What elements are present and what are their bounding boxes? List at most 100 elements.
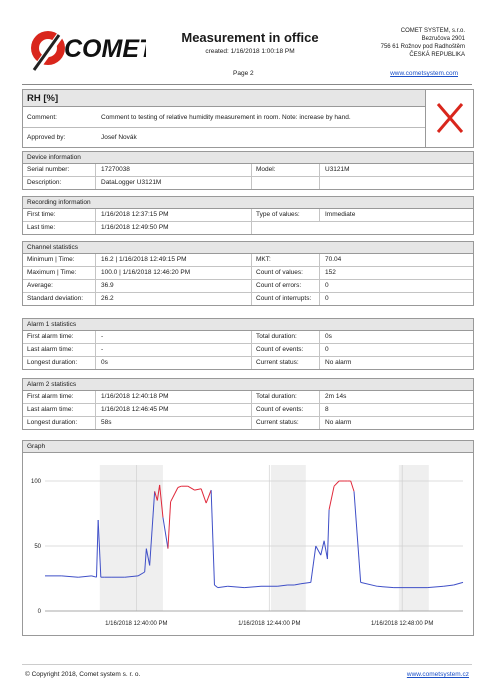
series-segment (162, 517, 169, 549)
series-segment (159, 484, 164, 518)
section-heading: Device information (23, 152, 473, 164)
series-segment (214, 584, 219, 588)
series-segment (200, 488, 207, 504)
series-segment (350, 480, 355, 492)
total-duration-value: 2m 14s (325, 393, 347, 400)
count-events-value: 8 (325, 406, 329, 413)
series-segment (320, 540, 325, 556)
type-of-values-value: Immediate (325, 211, 356, 218)
minimum-value: 16.2 | 1/16/2018 12:49:15 PM (101, 256, 187, 263)
website-link[interactable]: www.cometsystem.com (390, 70, 458, 77)
approved-value: Josef Novák (101, 134, 137, 141)
series-segment (97, 519, 102, 578)
series-segment (294, 583, 301, 586)
maximum-label: Maximum | Time: (27, 269, 77, 276)
series-segment (167, 501, 172, 549)
series-segment (149, 491, 156, 566)
count-events-label: Count of events: (251, 344, 476, 356)
alarm1-statistics-section: Alarm 1 statistics First alarm time: - T… (22, 318, 474, 370)
table-row: Longest duration: 58s Current status: No… (23, 417, 473, 429)
first-alarm-value: 1/16/2018 12:40:18 PM (101, 393, 169, 400)
copyright: © Copyright 2018, Comet system s. r. o. (25, 671, 141, 678)
series-segment (244, 585, 262, 589)
count-errors-label: Count of errors: (251, 280, 476, 292)
series-segment (170, 493, 176, 503)
approved-row: Approved by: Josef Novák (23, 128, 425, 147)
comment-row: Comment: Comment to testing of relative … (23, 108, 425, 128)
y-tick-label: 50 (34, 544, 41, 550)
table-row: Average: 36.9 Count of errors: 0 (23, 280, 473, 293)
series-segment (177, 485, 182, 488)
series-segment (124, 575, 139, 578)
red-x-icon (436, 103, 464, 133)
mkt-label: MKT: (251, 254, 476, 266)
last-time-value: 1/16/2018 12:49:50 PM (101, 224, 169, 231)
count-events-value: 0 (325, 346, 329, 353)
series-segment (154, 491, 158, 501)
header-divider (22, 84, 472, 85)
section-heading: Graph (23, 441, 473, 453)
std-dev-value: 26.2 (101, 295, 114, 302)
table-row: Description: DataLogger U3121M (23, 177, 473, 189)
serial-value: 17270038 (101, 166, 130, 173)
first-alarm-label: First alarm time: (27, 333, 74, 340)
company-name: COMET SYSTEM, s.r.o. (400, 28, 465, 34)
series-segment (315, 545, 322, 556)
series-segment (187, 485, 195, 491)
alarm2-statistics-section: Alarm 2 statistics First alarm time: 1/1… (22, 378, 474, 430)
shaded-band (99, 465, 163, 611)
longest-duration-value: 0s (101, 359, 108, 366)
series-segment (78, 575, 92, 578)
footer-website-link[interactable]: www.cometsystem.cz (406, 671, 469, 678)
channel-statistics-section: Channel statistics Minimum | Time: 16.2 … (22, 241, 474, 306)
model-label: Model: (251, 164, 476, 176)
series-segment (377, 585, 394, 589)
table-row: Last time: 1/16/2018 12:49:50 PM (23, 222, 473, 234)
longest-duration-label: Longest duration: (27, 359, 78, 366)
series-segment (210, 490, 215, 586)
table-row: First time: 1/16/2018 12:37:15 PM Type o… (23, 209, 473, 222)
shaded-band (398, 465, 429, 611)
last-alarm-value: - (101, 346, 104, 353)
average-label: Average: (27, 282, 53, 289)
last-alarm-label: Last alarm time: (27, 406, 74, 413)
first-time-label: First time: (27, 211, 56, 218)
total-duration-label: Total duration: (251, 331, 476, 343)
comment-label: Comment: (27, 114, 57, 121)
count-errors-value: 0 (325, 282, 329, 289)
count-events-label: Count of events: (251, 404, 476, 416)
average-value: 36.9 (101, 282, 114, 289)
count-values-value: 152 (325, 269, 336, 276)
first-alarm-value: - (101, 333, 104, 340)
company-city: 756 61 Rožnov pod Radhoštěm (380, 44, 465, 50)
series-segment (156, 484, 161, 501)
description-value: DataLogger U3121M (101, 179, 162, 186)
series-segment (217, 585, 228, 589)
series-segment (61, 575, 79, 578)
footer-divider (22, 664, 472, 665)
comment-value: Comment to testing of relative humidity … (101, 114, 351, 121)
longest-duration-value: 58s (101, 419, 112, 426)
longest-duration-label: Longest duration: (27, 419, 78, 426)
table-row: Maximum | Time: 100.0 | 1/16/2018 12:46:… (23, 267, 473, 280)
std-dev-label: Standard deviation: (27, 295, 84, 302)
series-segment (427, 585, 444, 589)
company-street: Bezručova 2901 (421, 36, 465, 42)
logo-text: COMET (64, 35, 146, 63)
created-timestamp: created: 1/16/2018 1:00:18 PM (205, 48, 295, 55)
page-number: Page 2 (233, 70, 254, 77)
company-country: ČESKÁ REPUBLIKA (409, 52, 465, 58)
section-heading: Alarm 2 statistics (23, 379, 473, 391)
series-segment (310, 545, 317, 583)
table-row: Last alarm time: 1/16/2018 12:46:45 PM C… (23, 404, 473, 417)
series-segment (453, 581, 464, 586)
x-tick-label: 1/16/2018 12:44:00 PM (238, 621, 300, 627)
y-tick-label: 0 (38, 609, 42, 615)
x-tick-label: 1/16/2018 12:40:00 PM (105, 621, 167, 627)
serial-label: Serial number: (27, 166, 70, 173)
type-of-values-label: Type of values: (251, 209, 476, 221)
current-status-value: No alarm (325, 359, 352, 366)
count-values-label: Count of values: (251, 267, 476, 279)
section-heading: Channel statistics (23, 242, 473, 254)
series-segment (326, 509, 330, 560)
